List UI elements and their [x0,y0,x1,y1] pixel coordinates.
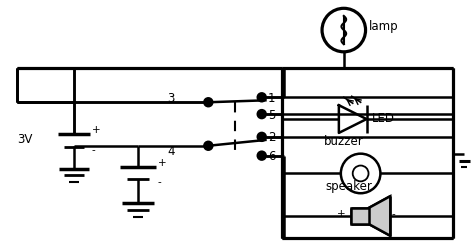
Polygon shape [351,208,368,224]
Text: lamp: lamp [368,20,398,32]
Circle shape [204,99,212,107]
Circle shape [258,111,266,118]
Text: 6: 6 [268,150,275,162]
Text: -: - [91,144,95,154]
Text: 3V: 3V [18,133,33,146]
Text: speaker: speaker [325,180,372,192]
Circle shape [204,142,212,150]
Text: -: - [158,177,162,186]
Text: 2: 2 [268,131,275,144]
Text: +: + [337,208,345,218]
Text: 1: 1 [268,92,275,104]
Polygon shape [368,196,390,236]
Text: LED: LED [372,111,394,124]
Text: buzzer: buzzer [324,135,364,148]
Text: 3: 3 [167,92,174,104]
Circle shape [258,133,266,141]
Circle shape [258,152,266,160]
Circle shape [258,94,266,102]
Text: 5: 5 [268,108,275,121]
Text: +: + [158,157,166,167]
Text: +: + [91,124,100,134]
Text: -: - [392,208,395,218]
Text: 4: 4 [167,145,174,158]
